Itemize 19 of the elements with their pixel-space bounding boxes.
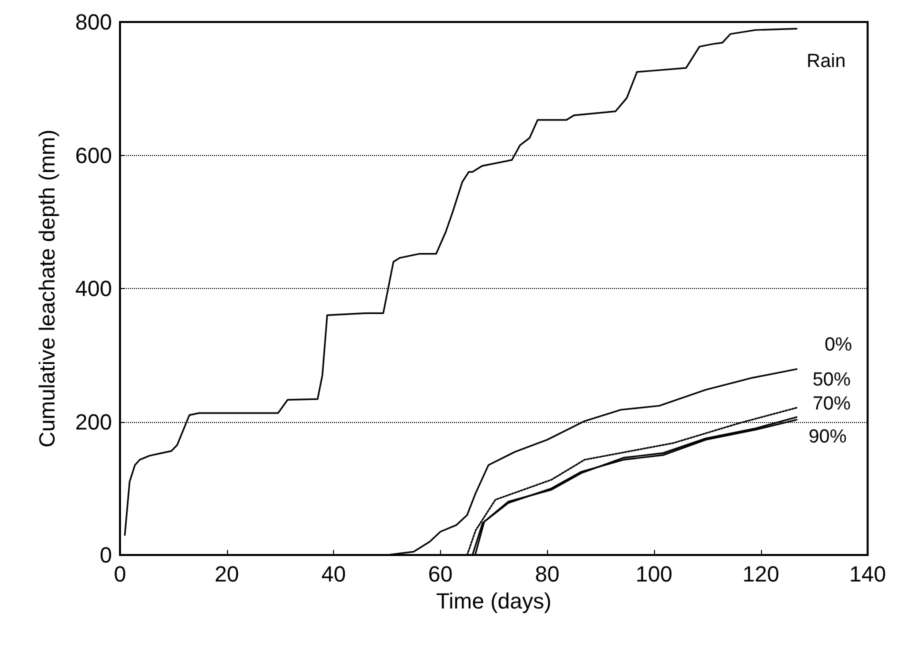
x-tick-label: 20 (214, 562, 240, 586)
x-axis-title: Time (days) (436, 588, 552, 614)
y-tick-label: 600 (75, 142, 112, 168)
y-tick-label: 200 (75, 409, 112, 434)
x-tick-label: 120 (742, 562, 780, 586)
x-tick-label: 60 (428, 562, 453, 586)
series-label: 90% (808, 426, 847, 448)
y-tick-label: 400 (75, 276, 112, 301)
y-tick-label: 800 (75, 10, 112, 34)
x-tick-label: 80 (534, 562, 560, 586)
x-tick-label: 100 (636, 562, 672, 586)
series-label: 0% (824, 334, 852, 356)
y-tick-label: 0 (100, 542, 112, 568)
series-label: Rain (806, 51, 846, 72)
y-axis-title: Cumulative leachate depth (mm) (34, 130, 60, 448)
series-label: 70% (812, 394, 851, 415)
series-label: 50% (812, 369, 851, 390)
x-tick-label: 40 (321, 562, 346, 586)
x-tick-label: 140 (849, 562, 886, 586)
